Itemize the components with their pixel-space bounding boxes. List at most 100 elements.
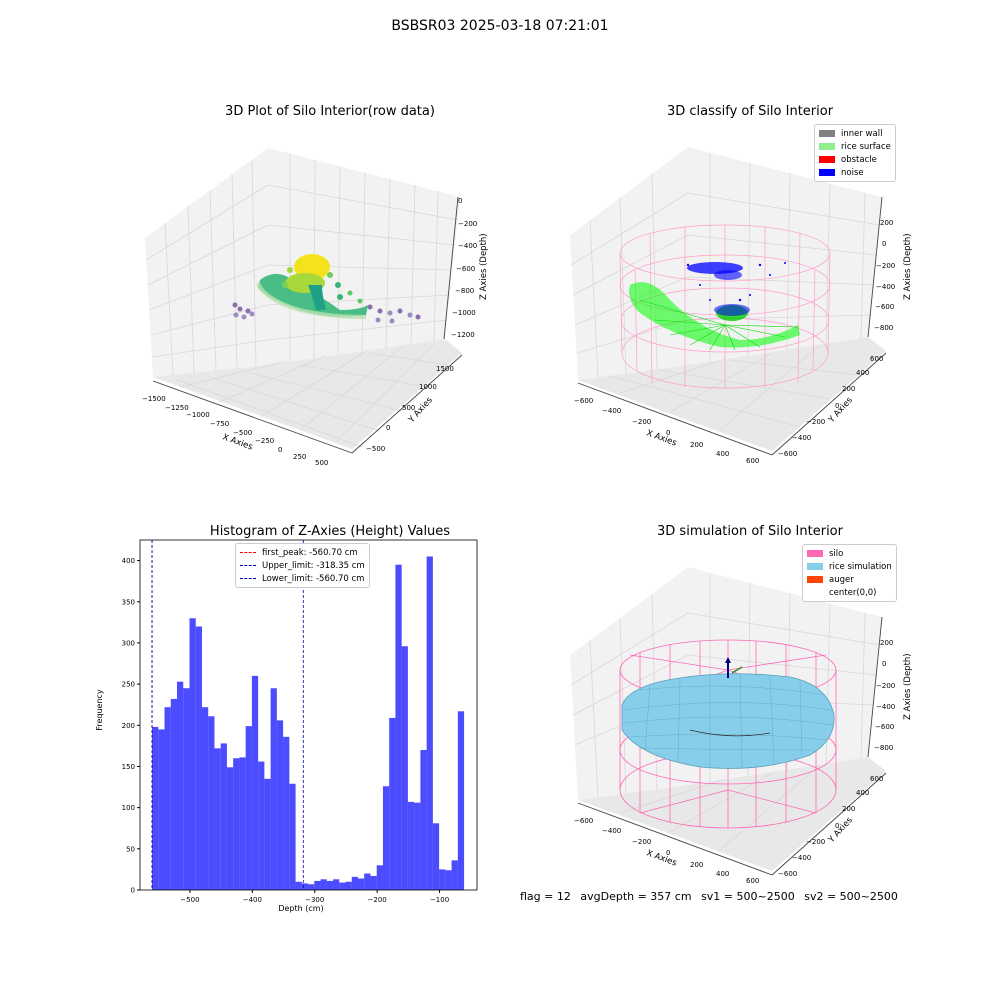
panel1-title: 3D Plot of Silo Interior(row data) <box>225 104 435 119</box>
figure-title: BSBSR03 2025-03-18 07:21:01 <box>391 18 609 34</box>
y-axis-label: Frequency <box>95 689 104 731</box>
histogram-bar <box>308 884 315 890</box>
x-tick-label: −400 <box>243 896 262 904</box>
histogram-bar <box>320 879 327 890</box>
histogram-bar <box>364 873 371 890</box>
histogram-bar <box>451 860 458 890</box>
x-axis-label: X Axies <box>645 428 678 448</box>
histogram-bar <box>208 716 215 890</box>
z-axis-label: Z Axies (Depth) <box>479 233 489 300</box>
x-tick-label: −600 <box>574 397 593 405</box>
histogram-bar <box>233 758 240 890</box>
y-tick-label: 500 <box>402 404 415 412</box>
panel3-legend: first_peak: -560.70 cm Upper_limit: -318… <box>235 543 370 588</box>
histogram-bar <box>376 865 383 890</box>
y-tick-label: 600 <box>870 775 883 783</box>
axis-lines <box>577 616 887 876</box>
z-tick-label: 0 <box>882 240 886 248</box>
z-tick-label: −800 <box>455 287 474 295</box>
y-tick-label: −400 <box>792 854 811 862</box>
histogram-bar <box>345 881 352 890</box>
z-axis-label: Z Axies (Depth) <box>903 653 913 720</box>
y-tick-label: 400 <box>856 369 869 377</box>
panel4-title: 3D simulation of Silo Interior <box>657 524 843 539</box>
x-tick-label: −1500 <box>142 395 166 403</box>
histogram-bar <box>276 720 284 890</box>
panel2-title: 3D classify of Silo Interior <box>666 104 834 119</box>
z-tick-label: −800 <box>874 744 893 752</box>
rice-surface-points <box>629 282 800 351</box>
histogram-bar <box>195 626 202 890</box>
x-tick-label: 400 <box>716 450 729 458</box>
histogram-bar <box>251 675 259 890</box>
histogram-bar <box>152 726 159 890</box>
x-tick-label: −400 <box>602 827 621 835</box>
histogram-bar <box>239 757 246 890</box>
x-tick-label: −1000 <box>186 411 210 419</box>
x-tick-label: −200 <box>632 838 651 846</box>
y-tick-label: 1000 <box>419 383 437 391</box>
histogram-bar <box>183 688 190 890</box>
histogram-bar <box>289 783 296 890</box>
y-tick-label: −600 <box>778 450 797 458</box>
histogram-bar <box>382 786 390 890</box>
x-tick-label: 0 <box>666 849 670 857</box>
panel4-simulation-3d: −600 −400 −200 0 200 400 600 −600 −400 −… <box>570 567 913 885</box>
y-tick-label: 250 <box>122 681 135 689</box>
histogram-bar <box>426 556 433 890</box>
y-tick-label: 0 <box>131 887 135 895</box>
auger-marker <box>725 657 743 678</box>
z-axis-label: Z Axies (Depth) <box>903 233 913 300</box>
histogram-bar <box>201 707 209 890</box>
histogram-bar <box>226 767 234 890</box>
histogram-bar <box>220 743 227 890</box>
histogram-bar <box>333 879 340 890</box>
panel3-title: Histogram of Z-Axies (Height) Values <box>209 524 451 539</box>
histogram-ref-lines <box>151 540 304 890</box>
raw-point-cloud <box>232 254 421 324</box>
legend-item-obstacle: obstacle <box>819 153 891 166</box>
histogram-bar <box>177 681 184 890</box>
histogram-bars <box>152 556 465 890</box>
z-tick-label: −400 <box>876 703 895 711</box>
y-tick-label: 200 <box>842 805 855 813</box>
sv1-value: sv1 = 500~2500 <box>701 890 795 903</box>
histogram-bar <box>351 876 358 890</box>
y-tick-label: 0 <box>386 424 390 432</box>
y-tick-label: 0 <box>835 402 839 410</box>
z-tick-label: −600 <box>875 723 894 731</box>
status-line: flag = 12 avgDepth = 357 cm sv1 = 500~25… <box>520 890 904 903</box>
avg-depth-value: avgDepth = 357 cm <box>580 890 692 903</box>
axis-lines <box>577 196 887 456</box>
x-tick-label: 200 <box>690 441 703 449</box>
y-tick-label: 50 <box>126 845 135 853</box>
histogram-bar <box>432 823 440 890</box>
x-tick-label: −300 <box>305 896 324 904</box>
z-tick-label: −400 <box>458 242 477 250</box>
legend-item-auger: auger <box>807 573 892 586</box>
histogram-bar <box>445 870 452 890</box>
floor-pane <box>578 757 886 871</box>
histogram-bar <box>357 878 365 890</box>
x-axis-label: Depth (cm) <box>278 904 323 913</box>
y-tick-label: 400 <box>122 557 135 565</box>
histogram-bar <box>395 564 402 890</box>
floor-pane <box>578 337 886 451</box>
z-tick-label: −600 <box>456 265 475 273</box>
legend-item-rice-simulation: rice simulation <box>807 560 892 573</box>
y-tick-label: 350 <box>122 598 135 606</box>
histogram-bar <box>170 698 178 890</box>
histogram-bar <box>158 729 165 890</box>
legend-item-upper-limit: Upper_limit: -318.35 cm <box>240 559 365 572</box>
histogram-bar <box>270 688 277 890</box>
x-tick-label: −200 <box>632 418 651 426</box>
x-ticks: −500 −400 −300 −200 −100 <box>180 890 449 904</box>
y-tick-label: 200 <box>842 385 855 393</box>
x-tick-label: −100 <box>430 896 449 904</box>
x-tick-label: −250 <box>255 437 274 445</box>
histogram-bar <box>245 726 252 890</box>
histogram-bar <box>314 880 321 890</box>
panel2-classify-3d: −600 −400 −200 0 200 400 600 −600 −400 −… <box>570 147 913 465</box>
z-tick-label: 0 <box>882 660 886 668</box>
z-tick-label: −800 <box>874 324 893 332</box>
